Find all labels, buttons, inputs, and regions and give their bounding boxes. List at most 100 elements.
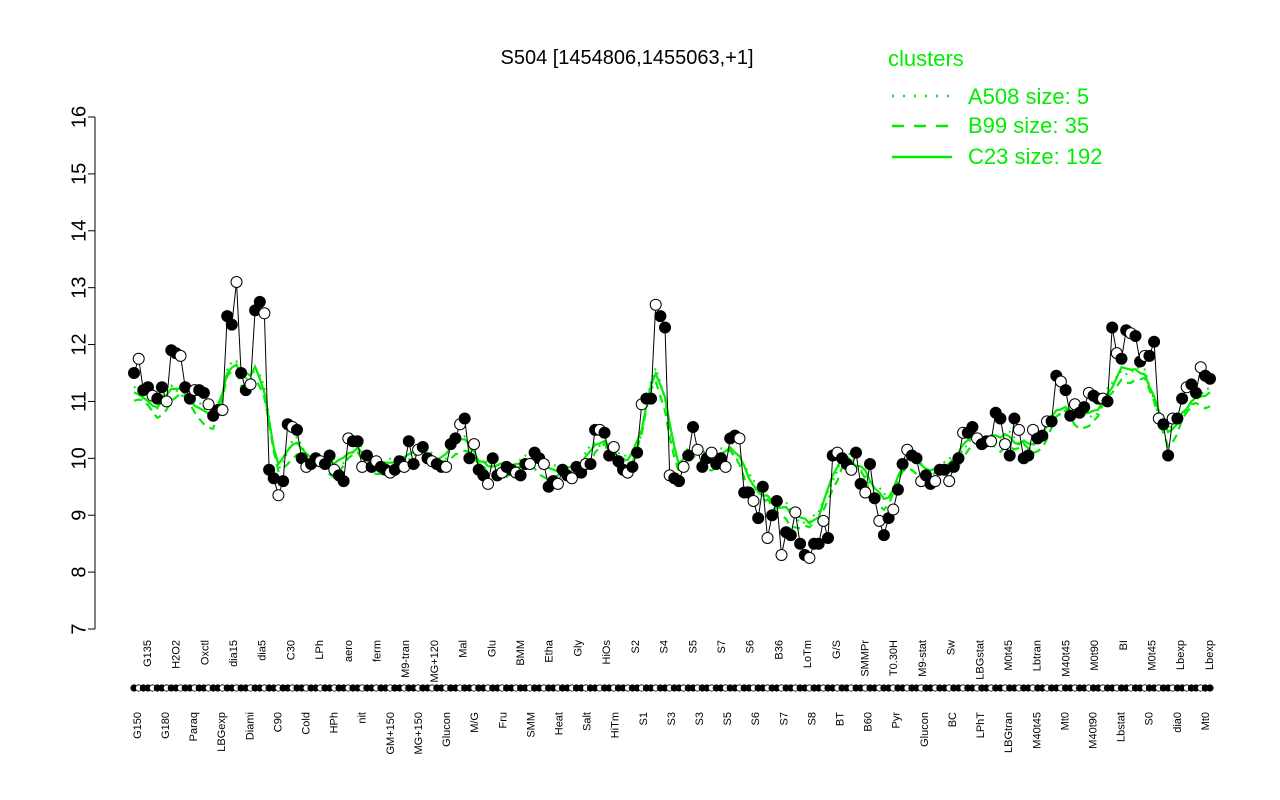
data-point: [659, 321, 671, 334]
x-tick-label: M40t90: [1087, 712, 1099, 749]
data-point: [258, 307, 271, 320]
x-tick-label: M9-stat: [917, 640, 929, 677]
data-point: [323, 449, 336, 462]
data-point: [794, 537, 807, 550]
data-point: [277, 475, 290, 488]
data-point: [607, 441, 620, 453]
x-tick-label: Sw: [946, 640, 958, 655]
data-point: [565, 472, 578, 485]
data-point: [197, 386, 210, 399]
x-tick-label: Paraq: [188, 712, 200, 741]
data-point: [537, 458, 550, 470]
data-point: [966, 421, 979, 433]
data-point: [705, 446, 718, 459]
x-tick-label: Glucon: [919, 712, 931, 747]
x-sample-markers: [130, 684, 1214, 692]
data-point: [784, 529, 797, 542]
x-tick-label: Glu: [486, 640, 498, 657]
x-tick-label: S5: [722, 712, 734, 725]
data-point: [468, 438, 480, 451]
data-point: [174, 349, 187, 362]
x-tick-label: Mt0: [1200, 712, 1212, 730]
x-tick-label: Oxctl: [199, 640, 211, 665]
x-tick-label: dia15: [228, 640, 240, 667]
x-tick-label: G135: [142, 640, 154, 667]
x-tick-label: dia0: [1172, 712, 1184, 733]
data-point: [733, 432, 746, 445]
data-point: [407, 458, 420, 470]
legend-label-b99: B99 size: 35: [968, 113, 1089, 138]
data-point: [1157, 418, 1170, 431]
x-tick-label: S6: [745, 640, 757, 653]
data-point: [132, 352, 145, 365]
y-tick-label: 15: [68, 163, 90, 185]
x-tick-label: S3: [666, 712, 678, 725]
x-tick-label: S2: [630, 640, 642, 653]
x-tick-label: nit: [357, 712, 369, 724]
data-point: [416, 441, 429, 453]
data-point: [766, 509, 779, 522]
data-point: [1143, 349, 1156, 362]
x-tick-label: Lbexp: [1204, 640, 1216, 670]
data-point: [817, 514, 830, 527]
chart-title: S504 [1454806,1455063,+1]: [500, 47, 753, 69]
x-tick-label: MG+120: [429, 640, 441, 683]
data-point: [225, 318, 238, 331]
data-point: [994, 412, 1007, 425]
x-tick-label: Mal: [458, 640, 470, 658]
data-point: [1045, 415, 1058, 428]
data-point: [1190, 386, 1202, 399]
x-tick-label: M0t90: [1089, 640, 1101, 671]
x-tick-label: T0.30H: [888, 640, 900, 676]
y-tick-label: 10: [68, 447, 90, 469]
data-point: [645, 392, 657, 405]
x-tick-label: B36: [773, 640, 785, 660]
x-tick-label: S8: [806, 712, 818, 725]
data-point: [747, 495, 760, 507]
data-point: [1059, 384, 1072, 397]
cluster-line-a508: [133, 360, 1211, 525]
data-point: [654, 310, 667, 323]
y-tick-label: 14: [68, 220, 90, 242]
data-point: [999, 438, 1011, 451]
data-point: [859, 486, 872, 499]
x-tick-label: Lbtran: [1032, 640, 1044, 671]
data-point: [691, 443, 704, 456]
data-point: [891, 483, 904, 496]
x-tick-label: S7: [778, 712, 790, 725]
data-point: [202, 398, 215, 411]
cluster-line-b99: [133, 370, 1211, 530]
x-tick-label: ferm: [372, 640, 384, 662]
x-tick-label: Glucon: [441, 712, 453, 747]
data-point: [1171, 412, 1184, 425]
data-point: [789, 506, 802, 519]
x-tick-label: SMM: [525, 712, 537, 738]
x-sample-marker: [1206, 684, 1214, 692]
data-point: [1106, 321, 1119, 334]
data-point: [440, 460, 453, 473]
x-tick-label: BI: [1118, 640, 1130, 650]
data-point: [682, 449, 695, 462]
legend-label-c23: C23 size: 192: [968, 144, 1103, 169]
data-point: [649, 298, 662, 311]
y-tick-label: 16: [68, 106, 90, 128]
x-tick-label: SMMPr: [859, 640, 871, 677]
x-tick-label: C30: [285, 640, 297, 660]
x-tick-label: M0t45: [1147, 640, 1159, 671]
data-point: [812, 537, 825, 550]
y-tick-label: 8: [68, 567, 90, 578]
data-point: [551, 477, 564, 490]
x-tick-label: GM+150: [385, 712, 397, 755]
data-point: [235, 367, 248, 379]
data-point: [486, 452, 499, 465]
x-tick-label: Heat: [553, 712, 565, 735]
x-tick-label: G/S: [831, 640, 843, 659]
legend-title: clusters: [888, 46, 964, 71]
x-tick-label: M9-tran: [400, 640, 412, 678]
data-point: [360, 449, 373, 462]
x-tick-label: Etha: [544, 639, 556, 663]
data-point: [1115, 352, 1128, 365]
data-point: [458, 412, 471, 425]
data-point: [584, 458, 597, 470]
x-tick-label: Salt: [582, 712, 594, 731]
